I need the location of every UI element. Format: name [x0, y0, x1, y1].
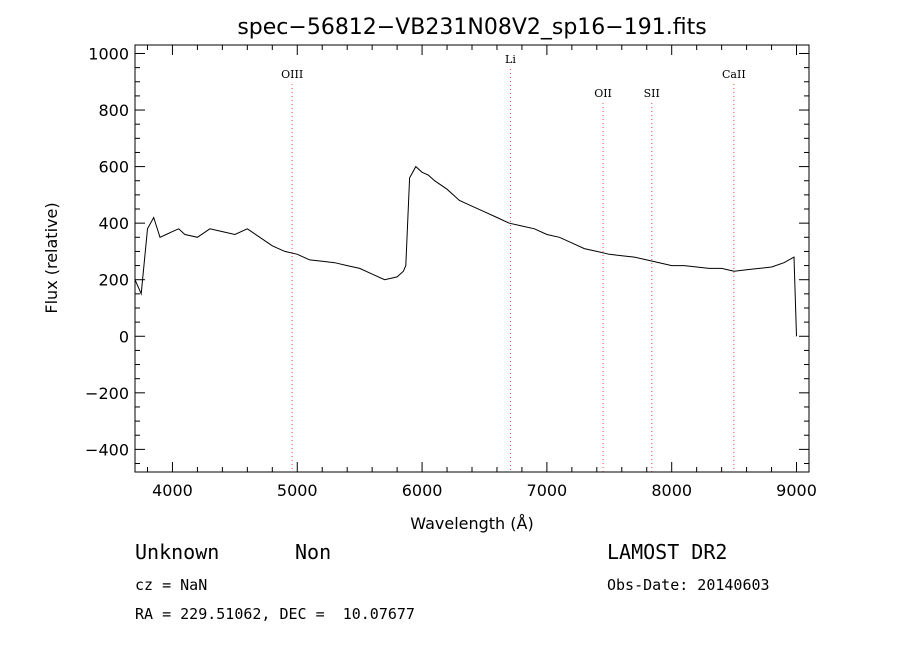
y-tick-label: −400 — [85, 440, 129, 459]
y-axis: −400 −200 0 200 400 600 800 1000 — [85, 44, 809, 465]
y-axis-label: Flux (relative) — [42, 202, 61, 313]
x-tick-label: 9000 — [776, 481, 817, 500]
line-label-caii: CaII — [722, 68, 746, 81]
observation-date: Obs-Date: 20140603 — [607, 576, 770, 594]
y-tick-label: 400 — [98, 214, 129, 233]
object-class: Non — [295, 540, 332, 564]
line-label-oiii: OIII — [281, 68, 303, 81]
line-label-oii: OII — [594, 87, 612, 100]
plot-frame — [134, 44, 810, 473]
coordinates: RA = 229.51062, DEC = 10.07677 — [135, 605, 415, 623]
object-type: Unknown — [135, 540, 220, 564]
line-label-li: Li — [505, 53, 516, 66]
y-tick-label: 600 — [98, 158, 129, 177]
survey-name: LAMOST DR2 — [607, 540, 728, 564]
x-tick-label: 6000 — [402, 481, 443, 500]
y-tick-label: −200 — [85, 384, 129, 403]
chart-title: spec−56812−VB231N08V2_sp16−191.fits — [237, 15, 706, 40]
x-tick-label: 4000 — [152, 481, 193, 500]
x-tick-label: 8000 — [651, 481, 692, 500]
x-axis: 4000 5000 6000 7000 8000 9000 — [146, 45, 817, 500]
y-tick-label: 0 — [119, 327, 129, 346]
y-tick-label: 1000 — [88, 44, 129, 63]
spectrum-line — [134, 165, 797, 337]
line-label-sii: SII — [644, 87, 660, 100]
emission-line-markers: OIII Li OII SII CaII — [281, 53, 746, 472]
redshift-cz: cz = NaN — [135, 576, 208, 594]
x-tick-label: 5000 — [277, 481, 318, 500]
y-tick-label: 200 — [98, 271, 129, 290]
y-tick-label: 800 — [98, 101, 129, 120]
x-axis-label: Wavelength (Å) — [410, 514, 533, 533]
x-tick-label: 7000 — [527, 481, 568, 500]
